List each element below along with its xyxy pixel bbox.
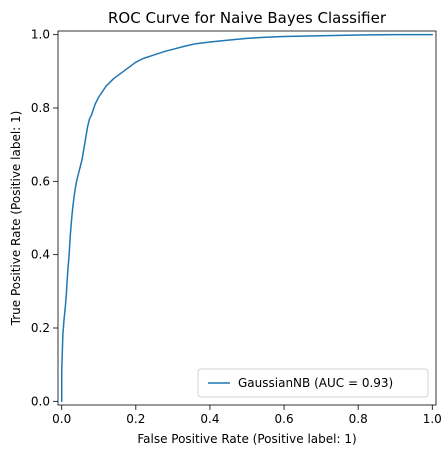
legend: GaussianNB (AUC = 0.93) <box>197 368 429 398</box>
y-tick-label-4: 0.8 <box>31 101 50 115</box>
y-tick-label-0: 0.0 <box>31 394 50 408</box>
x-tick-label-0: 0.0 <box>52 412 71 426</box>
plot-area <box>60 33 434 403</box>
y-tick-label-3: 0.6 <box>31 174 50 188</box>
x-tick-label-3: 0.6 <box>275 412 294 426</box>
y-tick-label-1: 0.2 <box>31 321 50 335</box>
series-line-0 <box>60 33 434 403</box>
x-tick-label-5: 1.0 <box>423 412 442 426</box>
y-tick-label-5: 1.0 <box>31 28 50 42</box>
y-axis-label: True Positive Rate (Positive label: 1) <box>9 111 23 327</box>
axes-frame <box>57 30 437 406</box>
x-axis-label: False Positive Rate (Positive label: 1) <box>137 432 356 446</box>
x-tick-label-4: 0.8 <box>349 412 368 426</box>
x-tick-label-1: 0.2 <box>126 412 145 426</box>
axes: 0.0 0.2 0.4 0.6 0.8 1.0 0.0 0.2 0.4 0.6 0.8 1.0 <box>31 28 442 426</box>
y-tick-label-2: 0.4 <box>31 248 50 262</box>
legend-box <box>197 368 429 398</box>
chart-title: ROC Curve for Naive Bayes Classifier <box>108 9 387 27</box>
legend-label: GaussianNB (AUC = 0.93) <box>238 376 393 390</box>
x-tick-label-2: 0.4 <box>200 412 219 426</box>
